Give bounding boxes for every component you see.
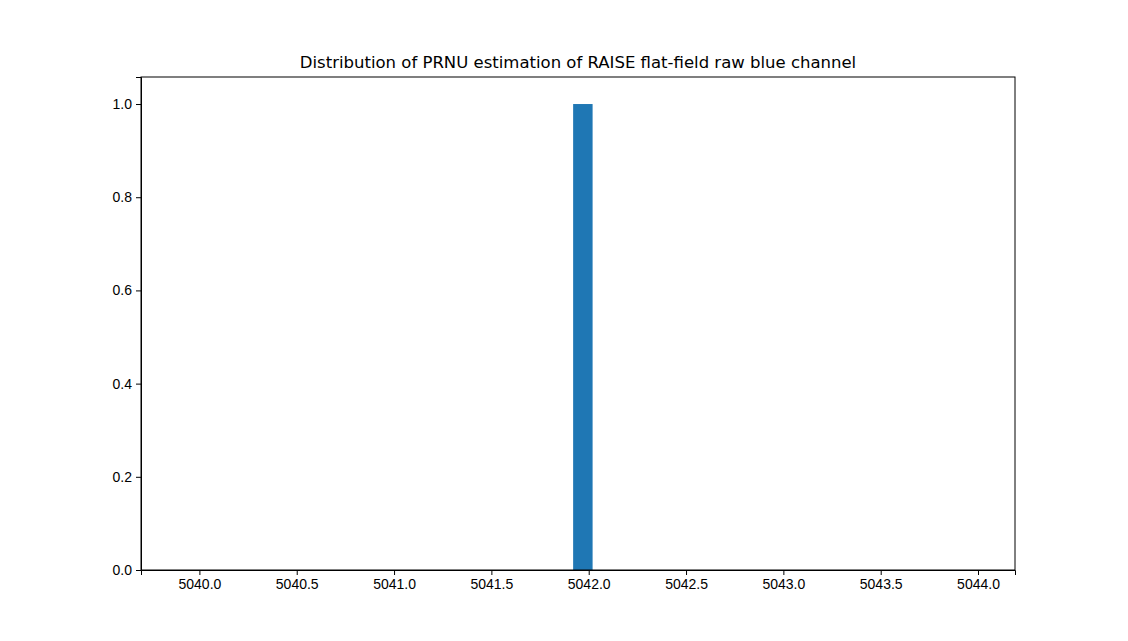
x-tick: 5043.5 [860, 570, 903, 592]
x-tick: 5043.0 [762, 570, 805, 592]
x-tick-mark [199, 570, 200, 575]
x-tick-label: 5040.0 [178, 576, 221, 592]
x-tick: 5041.0 [373, 570, 416, 592]
x-axis-line [142, 571, 1016, 576]
x-tick-mark [394, 570, 395, 575]
x-tick-label: 5044.0 [957, 576, 1000, 592]
histogram-bar [573, 104, 592, 570]
x-tick-label: 5043.5 [860, 576, 903, 592]
x-tick-mark [881, 570, 882, 575]
x-tick: 5040.5 [276, 570, 319, 592]
x-tick-label: 5042.0 [568, 576, 611, 592]
y-tick-label: 0.0 [113, 562, 133, 578]
y-tick: 0.8 [113, 189, 141, 205]
title: Distribution of PRNU estimation of RAISE… [300, 53, 856, 72]
y-tick-mark [136, 197, 141, 198]
x-tick-label: 5041.0 [373, 576, 416, 592]
y-tick-mark [136, 104, 141, 105]
x-tick: 5042.0 [568, 570, 611, 592]
x-tick-label: 5041.5 [470, 576, 513, 592]
y-tick-label: 0.4 [113, 376, 133, 392]
y-tick-mark [136, 290, 141, 291]
x-tick-mark [686, 570, 687, 575]
bars [573, 104, 592, 570]
y-tick: 0.0 [113, 562, 141, 578]
x-tick-label: 5043.0 [762, 576, 805, 592]
plot-frame [141, 77, 1015, 570]
x-tick: 5044.0 [957, 570, 1000, 592]
y-axis: 0.0 0.2 0.4 0.6 0.8 1.0 [113, 78, 142, 578]
x-tick-label: 5042.5 [665, 576, 708, 592]
y-tick-mark [136, 570, 141, 571]
plot-area: 5040.0 5040.5 5041.0 5041.5 5042.0 5042.5 5043… [113, 77, 1016, 592]
x-tick-mark [589, 570, 590, 575]
x-tick-mark [783, 570, 784, 575]
y-tick-mark [136, 477, 141, 478]
x-tick: 5042.5 [665, 570, 708, 592]
y-tick-label: 1.0 [113, 96, 133, 112]
y-tick: 0.2 [113, 469, 141, 485]
x-tick-mark [297, 570, 298, 575]
chart: 5040.0 5040.5 5041.0 5041.5 5042.0 5042.5 5043… [0, 0, 1128, 641]
y-tick-label: 0.6 [113, 282, 133, 298]
x-tick-label: 5040.5 [276, 576, 319, 592]
y-tick: 1.0 [113, 96, 141, 112]
x-tick-mark [978, 570, 979, 575]
x-tick: 5040.0 [178, 570, 221, 592]
y-tick-mark [136, 384, 141, 385]
y-tick: 0.4 [113, 376, 141, 392]
x-tick: 5041.5 [470, 570, 513, 592]
y-tick-label: 0.8 [113, 189, 133, 205]
y-tick: 0.6 [113, 282, 141, 298]
x-tick-mark [491, 570, 492, 575]
x-axis: 5040.0 5040.5 5041.0 5041.5 5042.0 5042.5 5043… [142, 570, 1016, 592]
y-tick-label: 0.2 [113, 469, 133, 485]
